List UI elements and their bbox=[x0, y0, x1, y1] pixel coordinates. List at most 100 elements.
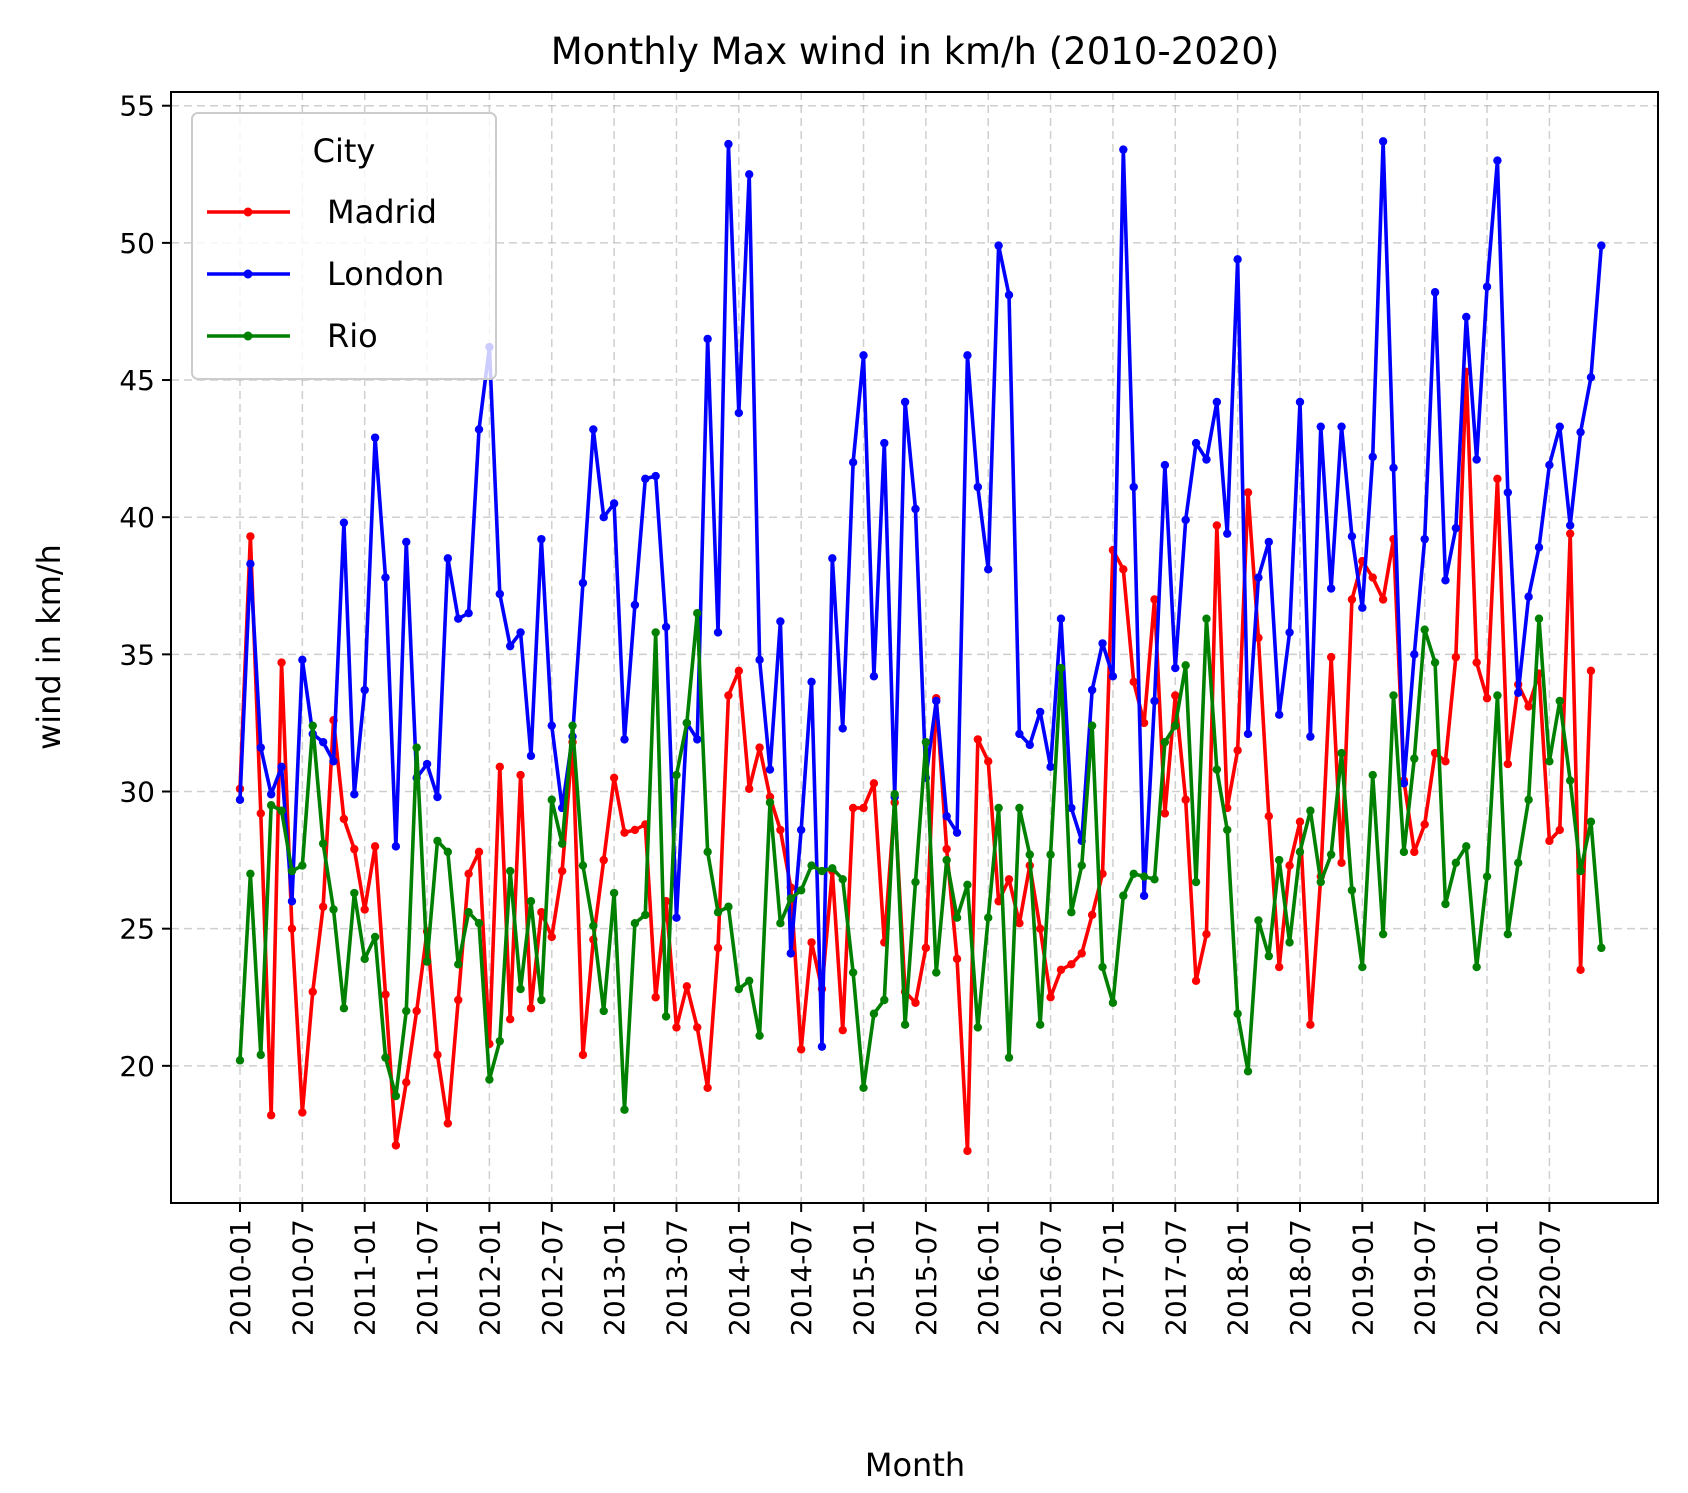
data-point-madrid bbox=[1212, 521, 1222, 530]
data-point-london bbox=[724, 139, 733, 149]
data-point-london bbox=[963, 351, 972, 360]
data-point-rio bbox=[1264, 951, 1274, 961]
data-point-rio bbox=[298, 861, 307, 870]
data-point-london bbox=[1472, 455, 1481, 464]
data-point-london bbox=[1056, 614, 1066, 623]
x-tick-label: 2017-07 bbox=[1159, 1219, 1192, 1336]
data-point-madrid bbox=[318, 902, 328, 911]
data-point-rio bbox=[1275, 855, 1284, 865]
data-point-london bbox=[1275, 710, 1284, 719]
data-point-rio bbox=[880, 995, 889, 1005]
x-tick-label: 2020-01 bbox=[1471, 1219, 1504, 1336]
data-point-rio bbox=[1545, 757, 1554, 766]
x-tick-label: 2013-07 bbox=[660, 1219, 693, 1336]
data-point-madrid bbox=[433, 1050, 442, 1060]
x-tick-label: 2015-07 bbox=[910, 1219, 943, 1336]
data-point-rio bbox=[443, 847, 453, 857]
data-point-madrid bbox=[256, 809, 265, 818]
data-point-rio bbox=[620, 1105, 629, 1114]
y-tick-label: 30 bbox=[119, 776, 155, 809]
x-tick-label: 2016-07 bbox=[1035, 1219, 1068, 1336]
x-tick-label: 2018-07 bbox=[1284, 1219, 1317, 1336]
x-tick-label: 2010-01 bbox=[224, 1219, 257, 1336]
data-point-rio bbox=[984, 913, 993, 922]
data-point-london bbox=[1087, 685, 1097, 695]
data-point-london bbox=[1285, 628, 1294, 637]
data-point-rio bbox=[557, 839, 567, 848]
y-tick-label: 45 bbox=[119, 364, 155, 397]
data-point-london bbox=[1586, 373, 1596, 382]
data-point-london bbox=[641, 474, 650, 483]
data-point-madrid bbox=[1306, 1020, 1315, 1029]
data-point-london bbox=[1191, 438, 1201, 448]
data-point-rio bbox=[1358, 962, 1367, 972]
data-point-madrid bbox=[1275, 962, 1284, 972]
data-point-madrid bbox=[537, 908, 546, 917]
data-point-rio bbox=[391, 1091, 401, 1101]
data-point-madrid bbox=[1368, 573, 1377, 582]
data-point-madrid bbox=[1576, 965, 1585, 975]
data-point-madrid bbox=[1191, 976, 1201, 985]
data-point-madrid bbox=[672, 1023, 681, 1032]
data-point-london bbox=[1306, 732, 1315, 741]
data-point-madrid bbox=[1378, 595, 1388, 604]
data-point-rio bbox=[1524, 795, 1533, 804]
data-point-rio bbox=[464, 908, 473, 917]
data-point-london bbox=[246, 559, 255, 569]
data-point-london bbox=[942, 812, 951, 821]
data-point-london bbox=[537, 534, 546, 544]
data-point-london bbox=[713, 628, 723, 637]
data-point-madrid bbox=[1555, 825, 1564, 835]
data-point-london bbox=[1223, 529, 1232, 538]
series-rio bbox=[235, 609, 1606, 1114]
data-point-madrid bbox=[1451, 652, 1461, 662]
data-point-rio bbox=[838, 875, 847, 884]
data-point-madrid bbox=[1295, 817, 1305, 826]
data-point-london bbox=[1565, 521, 1575, 530]
legend-label-madrid: Madrid bbox=[327, 193, 437, 231]
data-point-london bbox=[1098, 639, 1107, 648]
data-point-london bbox=[1337, 422, 1346, 431]
data-point-madrid bbox=[859, 803, 868, 813]
data-point-madrid bbox=[952, 954, 962, 964]
data-point-london bbox=[277, 762, 286, 772]
data-point-rio bbox=[900, 1020, 910, 1029]
legend-label-london: London bbox=[327, 255, 444, 293]
data-point-rio bbox=[745, 976, 754, 985]
data-point-rio bbox=[994, 803, 1003, 813]
data-point-london bbox=[1358, 603, 1367, 612]
data-point-london bbox=[817, 1042, 827, 1051]
data-point-madrid bbox=[703, 1083, 712, 1092]
data-point-madrid bbox=[734, 666, 744, 676]
data-point-london bbox=[526, 751, 536, 761]
legend: City Madrid London Rio bbox=[191, 112, 497, 380]
data-point-madrid bbox=[1160, 809, 1170, 818]
data-point-rio bbox=[370, 932, 380, 942]
data-point-london bbox=[1046, 762, 1055, 772]
data-point-rio bbox=[765, 798, 775, 807]
x-tick-label: 2012-07 bbox=[536, 1219, 569, 1336]
data-point-madrid bbox=[1150, 595, 1159, 604]
data-point-madrid bbox=[350, 844, 359, 854]
data-point-london bbox=[298, 655, 307, 665]
data-point-rio bbox=[713, 908, 723, 917]
data-point-rio bbox=[308, 721, 317, 730]
data-point-rio bbox=[1472, 962, 1481, 972]
data-point-london bbox=[495, 589, 504, 599]
data-point-rio bbox=[828, 864, 837, 873]
data-point-london bbox=[1451, 523, 1461, 533]
data-point-london bbox=[765, 765, 775, 774]
data-point-london bbox=[1347, 532, 1357, 541]
data-point-rio bbox=[1503, 929, 1513, 939]
data-point-london bbox=[1035, 707, 1045, 717]
data-point-london bbox=[984, 565, 993, 574]
data-point-rio bbox=[890, 790, 899, 799]
data-point-madrid bbox=[391, 1141, 401, 1150]
data-point-madrid bbox=[1264, 812, 1274, 821]
data-point-rio bbox=[1514, 858, 1523, 868]
x-tick-label: 2018-01 bbox=[1222, 1219, 1255, 1336]
y-tick-label: 25 bbox=[119, 913, 155, 946]
x-tick-label: 2019-01 bbox=[1346, 1219, 1379, 1336]
data-point-london bbox=[547, 721, 556, 730]
x-tick-label: 2011-07 bbox=[411, 1219, 444, 1336]
